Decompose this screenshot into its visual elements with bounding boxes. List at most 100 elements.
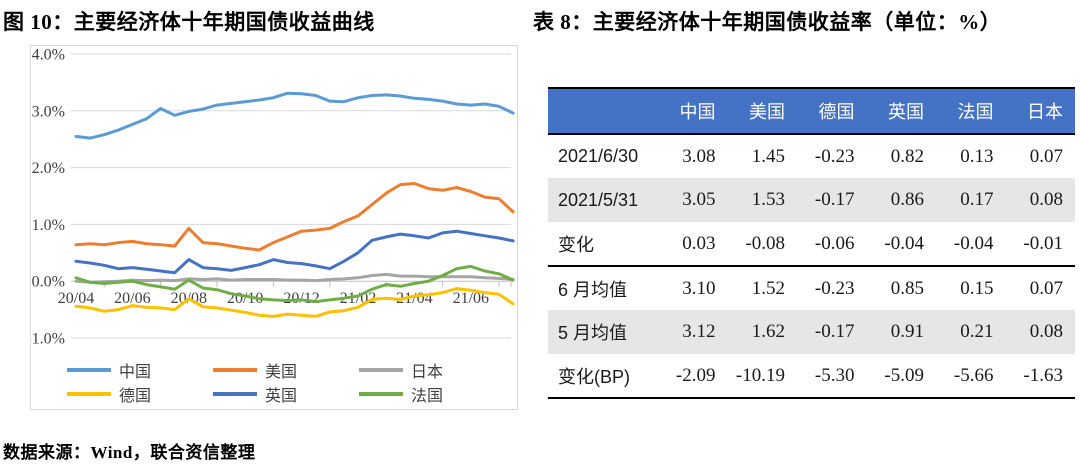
table-cell: -0.17 [814,321,855,342]
series-line-germany [74,287,515,318]
table-cell: 3.10 [682,277,716,299]
bond-yield-line-chart: 4.0%3.0%2.0%1.0%0.0%-1.0%20/0420/0620/08… [30,45,518,410]
table-header-cell: 日本 [1027,102,1063,122]
chart-plot-area: 4.0%3.0%2.0%1.0%0.0%-1.0%20/0420/0620/08… [31,47,515,348]
legend-label: 美国 [265,364,298,381]
table-cell: -5.30 [814,364,855,386]
y-axis-label: 3.0% [32,103,65,120]
series-line-china [74,91,515,140]
table-header-cell-blank [548,88,658,134]
row-label: 5 月均值 [558,323,628,343]
table-row: 6 月均值 3.10 1.52 -0.23 0.85 0.15 0.07 [548,266,1075,310]
row-label: 2021/6/30 [558,146,639,166]
table-title: 表 8：主要经济体十年期国债收益率（单位：%） [533,10,1002,34]
table-cell: -0.23 [814,277,855,299]
table-header-cell: 英国 [888,102,924,122]
legend-item-japan: 日本 [359,358,505,382]
row-label: 6 月均值 [558,279,628,300]
table-cell: -0.06 [814,232,855,254]
legend-swatch-france [359,392,403,396]
table-cell: 0.07 [1029,277,1063,299]
table-cell: 0.82 [890,145,924,167]
legend-row: 德国 英国 法国 [67,382,507,406]
legend-item-us: 美国 [213,358,359,382]
legend-label: 法国 [411,388,444,405]
row-label: 变化(BP) [558,366,630,387]
legend-swatch-uk [213,392,257,396]
table-cell: 0.07 [1029,145,1063,167]
chart-legend: 中国 美国 日本德国 英国 法国 [67,358,507,406]
table-cell: 0.13 [960,145,994,167]
table-cell: 0.86 [890,189,924,210]
y-axis-label: 1.0% [32,217,65,234]
legend-label: 中国 [119,364,152,381]
table-cell: -0.23 [814,145,855,167]
series-line-us [74,182,515,252]
legend-label: 日本 [411,364,444,381]
table-row: 2021/5/31 3.05 1.53 -0.17 0.86 0.17 0.08 [548,178,1075,222]
table-cell: -0.04 [884,232,924,254]
yield-table: 中国 美国 德国 英国 法国 日本 2021/6/30 3.08 1.45 -0.23 0.82 0… [548,87,1075,399]
legend-item-france: 法国 [359,382,505,406]
table-cell: 1.62 [751,321,785,342]
table-cell: 0.17 [960,189,994,210]
y-axis-label: 0.0% [32,274,65,291]
series-line-france [74,264,515,304]
table-header-cell: 美国 [749,102,785,122]
table-row: 变化(BP) -2.09 -10.19 -5.30 -5.09 -5.66 -1.63 [548,354,1075,398]
table-cell: 1.45 [751,145,785,167]
table-cell: 0.03 [682,232,716,254]
table-row: 5 月均值 3.12 1.62 -0.17 0.91 0.21 0.08 [548,310,1075,354]
table-cell: 0.08 [1029,321,1063,342]
source-note: 数据来源：Wind，联合资信整理 [3,443,256,462]
table-cell: 0.85 [890,277,924,299]
y-axis-label: 2.0% [32,160,65,177]
table-cell: -2.09 [675,364,716,386]
table-cell: -0.01 [1023,232,1063,254]
x-axis-label: 21/06 [453,290,489,307]
table-row: 2021/6/30 3.08 1.45 -0.23 0.82 0.13 0.07 [548,134,1075,178]
legend-row: 中国 美国 日本 [67,358,507,382]
table-cell: -5.09 [884,364,924,386]
x-axis-label: 20/06 [114,290,150,307]
legend-label: 德国 [119,388,152,405]
row-label: 变化 [558,234,594,255]
table-row: 变化 0.03 -0.08 -0.06 -0.04 -0.04 -0.01 [548,222,1075,266]
table-cell: 0.91 [890,321,924,342]
table-cell: 3.05 [682,189,716,210]
table-header-cell: 法国 [957,102,994,122]
table-header-row: 中国 美国 德国 英国 法国 日本 [548,88,1075,134]
table-cell: 1.53 [751,189,785,210]
table-cell: 3.12 [682,321,716,342]
legend-label: 英国 [265,388,298,405]
series-line-uk [74,229,515,275]
table-cell: -5.66 [953,364,994,386]
table-cell: 0.08 [1029,189,1063,210]
table-cell: 1.52 [751,277,785,299]
legend-swatch-germany [67,392,111,396]
yield-table-body: 2021/6/30 3.08 1.45 -0.23 0.82 0.13 0.07 2021/5… [548,134,1075,398]
table-cell: 0.21 [960,321,994,342]
figure-title: 图 10：主要经济体十年期国债收益曲线 [3,10,375,34]
table-header-cell: 德国 [818,102,855,122]
legend-swatch-japan [359,368,403,372]
table-cell: -1.63 [1023,364,1063,386]
legend-item-china: 中国 [67,358,213,382]
legend-item-uk: 英国 [213,382,359,406]
legend-swatch-us [213,368,257,372]
y-axis-label: -1.0% [31,331,65,348]
legend-item-germany: 德国 [67,382,213,406]
table-cell: -0.17 [814,189,855,210]
table-cell: -0.04 [953,232,994,254]
table-cell: 0.15 [960,277,994,299]
x-axis-label: 20/04 [58,290,94,307]
table-cell: -10.19 [735,364,785,386]
row-label: 2021/5/31 [558,189,639,210]
table-cell: 3.08 [682,145,716,167]
table-header-cell: 中国 [679,102,716,122]
legend-swatch-china [67,368,111,372]
yield-table-header: 中国 美国 德国 英国 法国 日本 [548,88,1075,134]
table-cell: -0.08 [745,232,785,254]
y-axis-label: 4.0% [32,47,65,64]
